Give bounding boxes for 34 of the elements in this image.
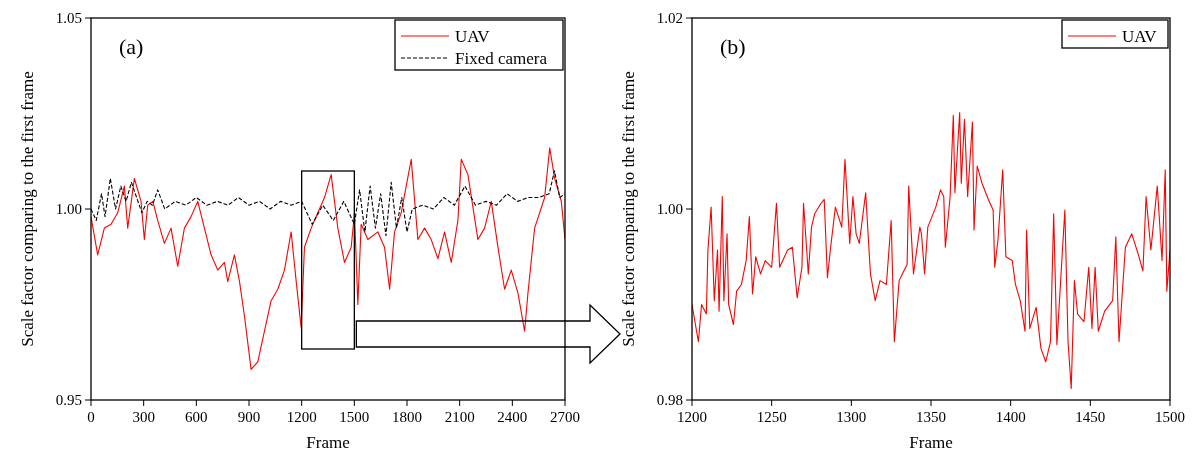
y-axis-title: Scale factor comparing to the first frame bbox=[18, 71, 37, 347]
annotation: (b) bbox=[720, 34, 746, 59]
x-tick-label: 1450 bbox=[1075, 409, 1106, 425]
x-tick-label: 1350 bbox=[916, 409, 946, 425]
y-tick-label: 1.05 bbox=[55, 10, 82, 27]
y-tick-label: 1.02 bbox=[656, 10, 683, 27]
y-tick-label: 1.00 bbox=[55, 201, 82, 218]
legend-label: Fixed camera bbox=[455, 48, 548, 68]
x-tick-label: 2700 bbox=[550, 409, 580, 425]
y-tick-label: 0.98 bbox=[656, 392, 683, 409]
x-tick-label: 1500 bbox=[339, 409, 370, 425]
x-tick-label: 1800 bbox=[392, 409, 422, 425]
x-tick-label: 0 bbox=[87, 409, 95, 425]
x-tick-label: 2400 bbox=[497, 409, 528, 425]
x-tick-label: 600 bbox=[185, 409, 208, 425]
x-axis-title: Frame bbox=[306, 433, 350, 452]
x-tick-label: 1200 bbox=[286, 409, 317, 425]
y-tick-label: 0.95 bbox=[55, 392, 82, 409]
y-axis-title: Scale factor comparing to the first frame bbox=[619, 71, 638, 347]
legend-label: UAV bbox=[455, 26, 491, 46]
x-tick-label: 2100 bbox=[444, 409, 475, 425]
legend-label: UAV bbox=[1122, 26, 1158, 46]
x-axis-title: Frame bbox=[909, 433, 953, 452]
x-tick-label: 300 bbox=[132, 409, 155, 425]
x-tick-label: 1300 bbox=[836, 409, 867, 425]
line-series bbox=[692, 112, 1170, 390]
x-tick-label: 1200 bbox=[677, 409, 707, 425]
x-tick-label: 1500 bbox=[1155, 409, 1185, 425]
line-series bbox=[91, 147, 565, 370]
x-tick-label: 1400 bbox=[995, 409, 1026, 425]
annotation: (a) bbox=[119, 34, 144, 59]
x-tick-label: 900 bbox=[237, 409, 261, 425]
y-tick-label: 1.00 bbox=[656, 201, 683, 218]
x-tick-label: 1250 bbox=[756, 409, 787, 425]
